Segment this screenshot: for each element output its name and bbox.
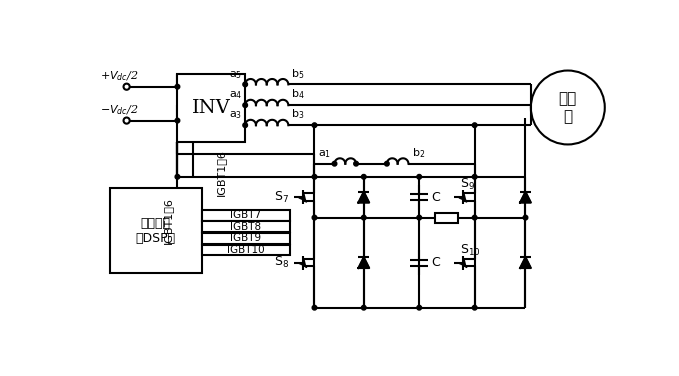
Circle shape [312,215,317,220]
Text: C: C [432,191,440,204]
Circle shape [243,123,248,127]
Circle shape [312,174,317,179]
Circle shape [243,103,248,108]
Polygon shape [520,257,531,268]
Bar [202,221,290,232]
Circle shape [384,161,389,166]
Circle shape [417,174,422,179]
Text: S$_7$: S$_7$ [274,190,289,205]
Text: $-V_{dc}$/2: $-V_{dc}$/2 [100,103,139,117]
Circle shape [473,123,477,127]
Bar [177,74,245,142]
Text: 电动
机: 电动 机 [559,91,577,124]
Bar [110,188,202,273]
Text: S$_9$: S$_9$ [460,177,475,193]
Bar [202,233,290,244]
Circle shape [523,215,528,220]
Text: IGBT1＆6: IGBT1＆6 [217,150,226,196]
Circle shape [354,161,359,166]
Circle shape [473,174,477,179]
Circle shape [473,215,477,220]
Text: IGBT7: IGBT7 [230,210,261,220]
Text: S$_8$: S$_8$ [274,255,289,270]
Text: a$_3$: a$_3$ [229,109,242,121]
Text: a$_4$: a$_4$ [229,89,242,101]
Text: b$_2$: b$_2$ [411,146,425,160]
Text: S$_{10}$: S$_{10}$ [460,243,481,258]
Circle shape [312,305,317,310]
Bar [435,212,458,223]
Text: a$_1$: a$_1$ [318,148,331,160]
Text: +$V_{dc}$/2: +$V_{dc}$/2 [100,69,139,83]
Circle shape [473,305,477,310]
Circle shape [175,174,180,179]
Circle shape [175,118,180,123]
Circle shape [243,82,248,87]
Polygon shape [520,192,531,203]
Text: IGBT10: IGBT10 [227,245,265,255]
Circle shape [312,123,317,127]
Text: IGBT9: IGBT9 [230,233,261,243]
Text: IGBT8: IGBT8 [230,222,261,232]
Bar [202,244,290,255]
Circle shape [361,215,366,220]
Text: a$_5$: a$_5$ [229,69,242,80]
Text: b$_5$: b$_5$ [291,67,305,80]
Circle shape [361,305,366,310]
Text: b$_3$: b$_3$ [291,108,305,121]
Bar [202,210,290,221]
Circle shape [361,174,366,179]
Circle shape [175,84,180,89]
Text: IGBT1＆6: IGBT1＆6 [163,197,173,244]
Circle shape [332,161,337,166]
Text: INV: INV [192,99,231,117]
Polygon shape [359,192,369,203]
Text: C: C [432,256,440,269]
Polygon shape [359,257,369,268]
Text: b$_4$: b$_4$ [291,88,305,101]
Circle shape [417,305,422,310]
Text: 控制单元
（DSP）: 控制单元 （DSP） [136,217,176,245]
Circle shape [417,215,422,220]
